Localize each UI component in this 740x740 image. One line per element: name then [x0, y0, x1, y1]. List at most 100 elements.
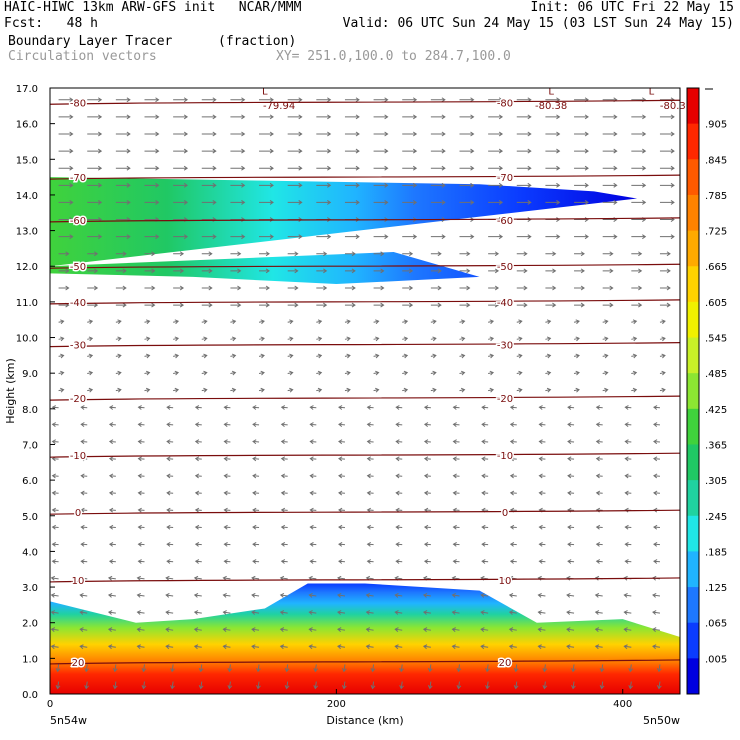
circulation-vector — [279, 592, 288, 598]
circulation-vector — [230, 302, 242, 308]
circulation-vector — [344, 182, 360, 188]
colorbar-swatch — [687, 480, 699, 517]
circulation-vector — [50, 627, 59, 632]
y-tick-label: 17.0 — [16, 84, 38, 95]
circulation-vector — [480, 644, 489, 650]
circulation-vector — [252, 490, 260, 496]
circulation-vector — [284, 681, 290, 690]
circulation-vector — [509, 473, 517, 479]
circulation-vector — [338, 456, 345, 462]
circulation-vector — [430, 200, 446, 205]
circulation-vector — [80, 473, 88, 479]
circulation-vector — [373, 302, 385, 308]
circulation-vector — [287, 285, 299, 291]
circulation-vector — [137, 473, 145, 479]
circulation-vector — [227, 664, 233, 673]
circulation-vector — [201, 165, 217, 171]
circulation-vector — [137, 405, 145, 410]
circulation-vector — [624, 524, 632, 530]
circulation-vector — [194, 524, 202, 530]
circulation-vector — [87, 387, 94, 393]
circulation-vector — [402, 353, 409, 359]
circulation-vector — [309, 524, 317, 530]
circulation-vector — [573, 336, 580, 342]
circulation-vector — [459, 319, 466, 325]
circulation-vector — [287, 200, 303, 205]
circulation-vector — [280, 541, 288, 547]
circulation-vector — [108, 524, 116, 530]
circulation-vector — [55, 664, 61, 673]
circulation-vector — [430, 182, 446, 188]
circulation-vector — [252, 507, 260, 513]
circulation-vector — [259, 182, 274, 188]
circulation-vector — [537, 610, 546, 615]
circulation-vector — [480, 592, 489, 598]
circulation-vector — [595, 559, 603, 564]
isotherm-label: 10 — [72, 576, 85, 587]
circulation-vector — [595, 473, 603, 479]
circulation-vector — [659, 268, 671, 274]
circulation-vector — [516, 114, 532, 120]
circulation-vector — [402, 319, 409, 325]
circulation-vector — [488, 370, 495, 376]
circulation-vector — [365, 592, 374, 598]
circulation-vector — [115, 251, 127, 257]
colorbar-label: .905 — [705, 120, 727, 131]
circulation-vector — [344, 387, 351, 393]
circulation-vector — [316, 165, 332, 171]
circulation-vector — [488, 387, 495, 393]
circulation-vector — [173, 353, 180, 359]
circulation-vector — [488, 131, 504, 137]
circulation-vector — [430, 285, 442, 291]
circulation-vector — [344, 97, 360, 103]
circulation-vector — [144, 302, 156, 308]
circulation-vector — [173, 370, 180, 376]
isotherm-label: -60 — [70, 216, 86, 227]
circulation-vector — [452, 422, 460, 427]
circulation-vector — [201, 251, 213, 257]
circulation-vector — [402, 148, 418, 154]
circulation-vector — [656, 664, 662, 673]
circulation-vector — [481, 473, 489, 479]
circulation-vector — [107, 627, 116, 632]
circulation-vector — [366, 559, 374, 564]
y-tick-label: 6.0 — [22, 476, 38, 487]
circulation-vector — [287, 165, 303, 171]
isotherm-label: -10 — [497, 451, 513, 462]
circulation-vector — [173, 302, 185, 308]
circulation-vector — [430, 234, 446, 240]
circulation-vector — [194, 541, 202, 547]
right-endpoint-label: 5n50w — [643, 714, 680, 727]
circulation-vector — [230, 148, 246, 154]
isotherm-label: -30 — [70, 341, 86, 352]
circulation-vector — [595, 524, 603, 530]
circulation-vector — [659, 148, 675, 154]
circulation-vector — [481, 439, 489, 445]
circulation-vector — [144, 234, 160, 240]
circulation-vector — [488, 114, 504, 120]
circulation-vector — [423, 541, 431, 547]
circulation-vector — [594, 610, 603, 615]
circulation-vector — [452, 405, 460, 410]
circulation-vector — [656, 681, 662, 690]
isotherm-label: -70 — [70, 173, 86, 184]
circulation-vector — [567, 422, 575, 427]
circulation-vector — [51, 524, 59, 530]
low-marker: L — [548, 87, 554, 98]
circulation-vector — [280, 405, 288, 410]
isotherm-label: -10 — [70, 451, 86, 462]
circulation-vector — [136, 610, 145, 615]
circulation-vector — [313, 681, 319, 690]
y-tick-label: 13.0 — [16, 227, 38, 238]
circulation-vector — [631, 387, 638, 393]
circulation-vector — [602, 251, 614, 257]
circulation-vector — [137, 422, 145, 427]
circulation-vector — [165, 592, 174, 598]
circulation-vector — [337, 644, 346, 650]
circulation-vector — [545, 251, 557, 257]
circulation-vector — [230, 353, 237, 359]
circulation-vector — [252, 422, 260, 427]
circulation-vector — [252, 456, 260, 462]
colorbar-label: .365 — [705, 440, 727, 451]
circulation-vector — [115, 268, 127, 274]
